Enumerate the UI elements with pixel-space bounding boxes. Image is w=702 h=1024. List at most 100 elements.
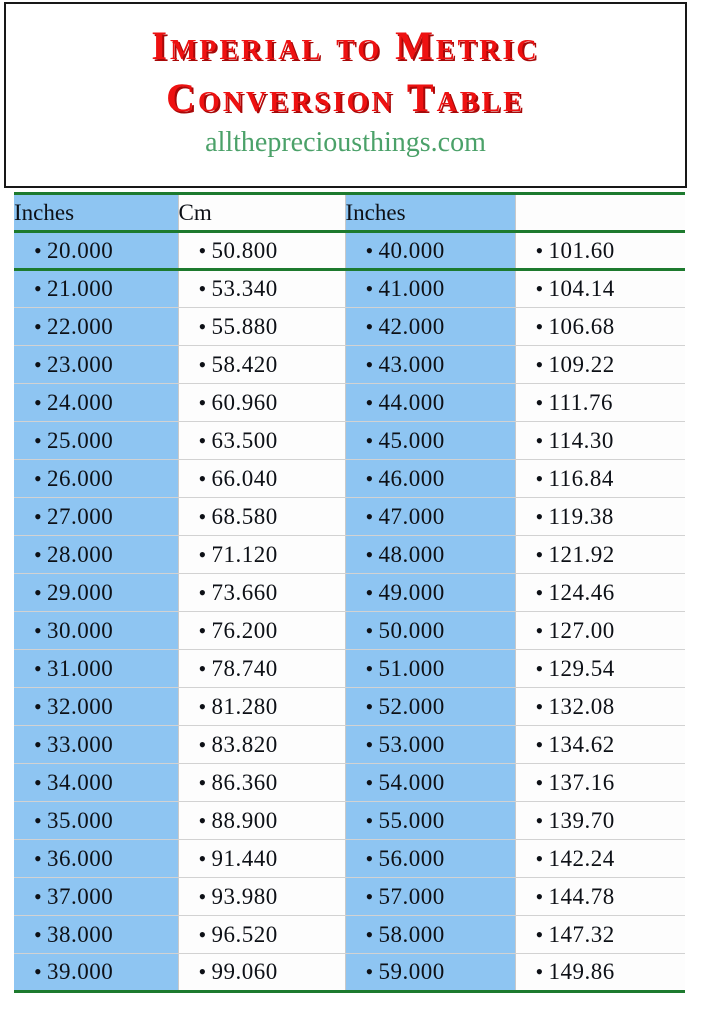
cell-value: 119.38 [548,503,614,529]
cell-value: 21.000 [47,276,114,301]
table-cell: • 47.000 [345,497,516,536]
cell-value: 50.000 [378,617,445,643]
table-cell: • 93.980 [178,877,346,916]
bullet-icon: • [198,693,207,719]
cell-value: 114.30 [548,427,614,453]
table-row: • 24.000 • 60.960 • 44.000 • 111.76 [14,383,685,422]
table-cell: • 53.000 [345,725,516,764]
table-cell: • 116.84 [515,459,685,498]
cell-value: 83.820 [211,731,278,757]
cell-value: 116.84 [548,465,614,491]
bullet-icon: • [198,579,207,605]
bullet-icon: • [34,313,42,339]
table-cell: • 88.900 [178,801,346,840]
table-header: Inches Cm Inches [14,193,685,233]
cell-value: 30.000 [47,617,114,643]
bullet-icon: • [535,921,544,947]
cell-value: 38.000 [47,921,114,947]
table-cell: • 34.000 [14,763,179,802]
cell-value: 40.000 [378,237,445,263]
cell-value: 41.000 [378,276,445,301]
table-cell: • 28.000 [14,535,179,574]
bullet-icon: • [34,769,42,795]
table-cell: • 23.000 [14,345,179,384]
table-cell: • 35.000 [14,801,179,840]
table-cell: • 132.08 [515,687,685,726]
bullet-icon: • [365,617,374,643]
bullet-icon: • [365,845,374,871]
table-cell: • 50.800 [178,231,346,271]
bullet-icon: • [198,389,207,415]
bullet-icon: • [34,579,42,605]
bullet-icon: • [365,959,374,984]
table-cell: • 32.000 [14,687,179,726]
cell-value: 68.580 [211,503,278,529]
table-cell: • 52.000 [345,687,516,726]
bullet-icon: • [198,845,207,871]
cell-value: 121.92 [548,541,615,567]
cell-value: 124.46 [548,579,615,605]
table-cell: • 54.000 [345,763,516,802]
cell-value: 93.980 [211,883,278,909]
cell-value: 20.000 [47,237,114,263]
table-cell: • 42.000 [345,307,516,346]
bullet-icon: • [535,465,544,491]
table-cell: • 147.32 [515,915,685,954]
bullet-icon: • [365,579,374,605]
cell-value: 57.000 [378,883,445,909]
table-cell: • 55.880 [178,307,346,346]
bullet-icon: • [365,541,374,567]
table-cell: • 63.500 [178,421,346,460]
cell-value: 127.00 [548,617,615,643]
bullet-icon: • [535,503,544,529]
bullet-icon: • [198,959,207,984]
table-cell: • 83.820 [178,725,346,764]
bullet-icon: • [535,276,544,301]
table-cell: • 86.360 [178,763,346,802]
table-cell: • 73.660 [178,573,346,612]
table-row: • 30.000 • 76.200 • 50.000 • 127.00 [14,611,685,650]
table-row: • 31.000 • 78.740 • 51.000 • 129.54 [14,649,685,688]
cell-value: 22.000 [47,313,114,339]
bullet-icon: • [34,503,42,529]
bullet-icon: • [535,313,544,339]
cell-value: 35.000 [47,807,114,833]
bullet-icon: • [34,276,42,301]
table-cell: • 57.000 [345,877,516,916]
table-cell: • 78.740 [178,649,346,688]
bullet-icon: • [34,731,42,757]
cell-value: 147.32 [548,921,615,947]
table-row: • 20.000 • 50.800 • 40.000 • 101.60 [14,231,685,271]
bullet-icon: • [365,427,374,453]
bullet-icon: • [198,237,207,263]
bullet-icon: • [365,731,374,757]
cell-value: 28.000 [47,541,114,567]
watermark-site-name: allthepreciousthings.com [205,127,486,158]
table-cell: • 124.46 [515,573,685,612]
table-row: • 39.000 • 99.060 • 59.000 • 149.86 [14,953,685,992]
table-cell: • 45.000 [345,421,516,460]
table-cell: • 50.000 [345,611,516,650]
cell-value: 63.500 [211,427,278,453]
cell-value: 34.000 [47,769,114,795]
bullet-icon: • [198,427,207,453]
bullet-icon: • [198,541,207,567]
bullet-icon: • [365,655,374,681]
bullet-icon: • [535,845,544,871]
bullet-icon: • [34,921,42,947]
cell-value: 78.740 [211,655,278,681]
cell-value: 55.880 [211,313,278,339]
column-header-cm-1: Cm [178,193,346,233]
table-row: • 36.000 • 91.440 • 56.000 • 142.24 [14,839,685,878]
table-cell: • 22.000 [14,307,179,346]
conversion-table: Inches Cm Inches • 20.000 • 50.800 • 40.000 • 1… [14,192,685,993]
bullet-icon: • [535,769,544,795]
bullet-icon: • [535,541,544,567]
table-cell: • 111.76 [515,383,685,422]
cell-value: 76.200 [211,617,278,643]
bullet-icon: • [365,351,374,377]
bullet-icon: • [535,389,544,415]
cell-value: 36.000 [47,845,114,871]
cell-value: 137.16 [548,769,615,795]
bullet-icon: • [535,579,544,605]
